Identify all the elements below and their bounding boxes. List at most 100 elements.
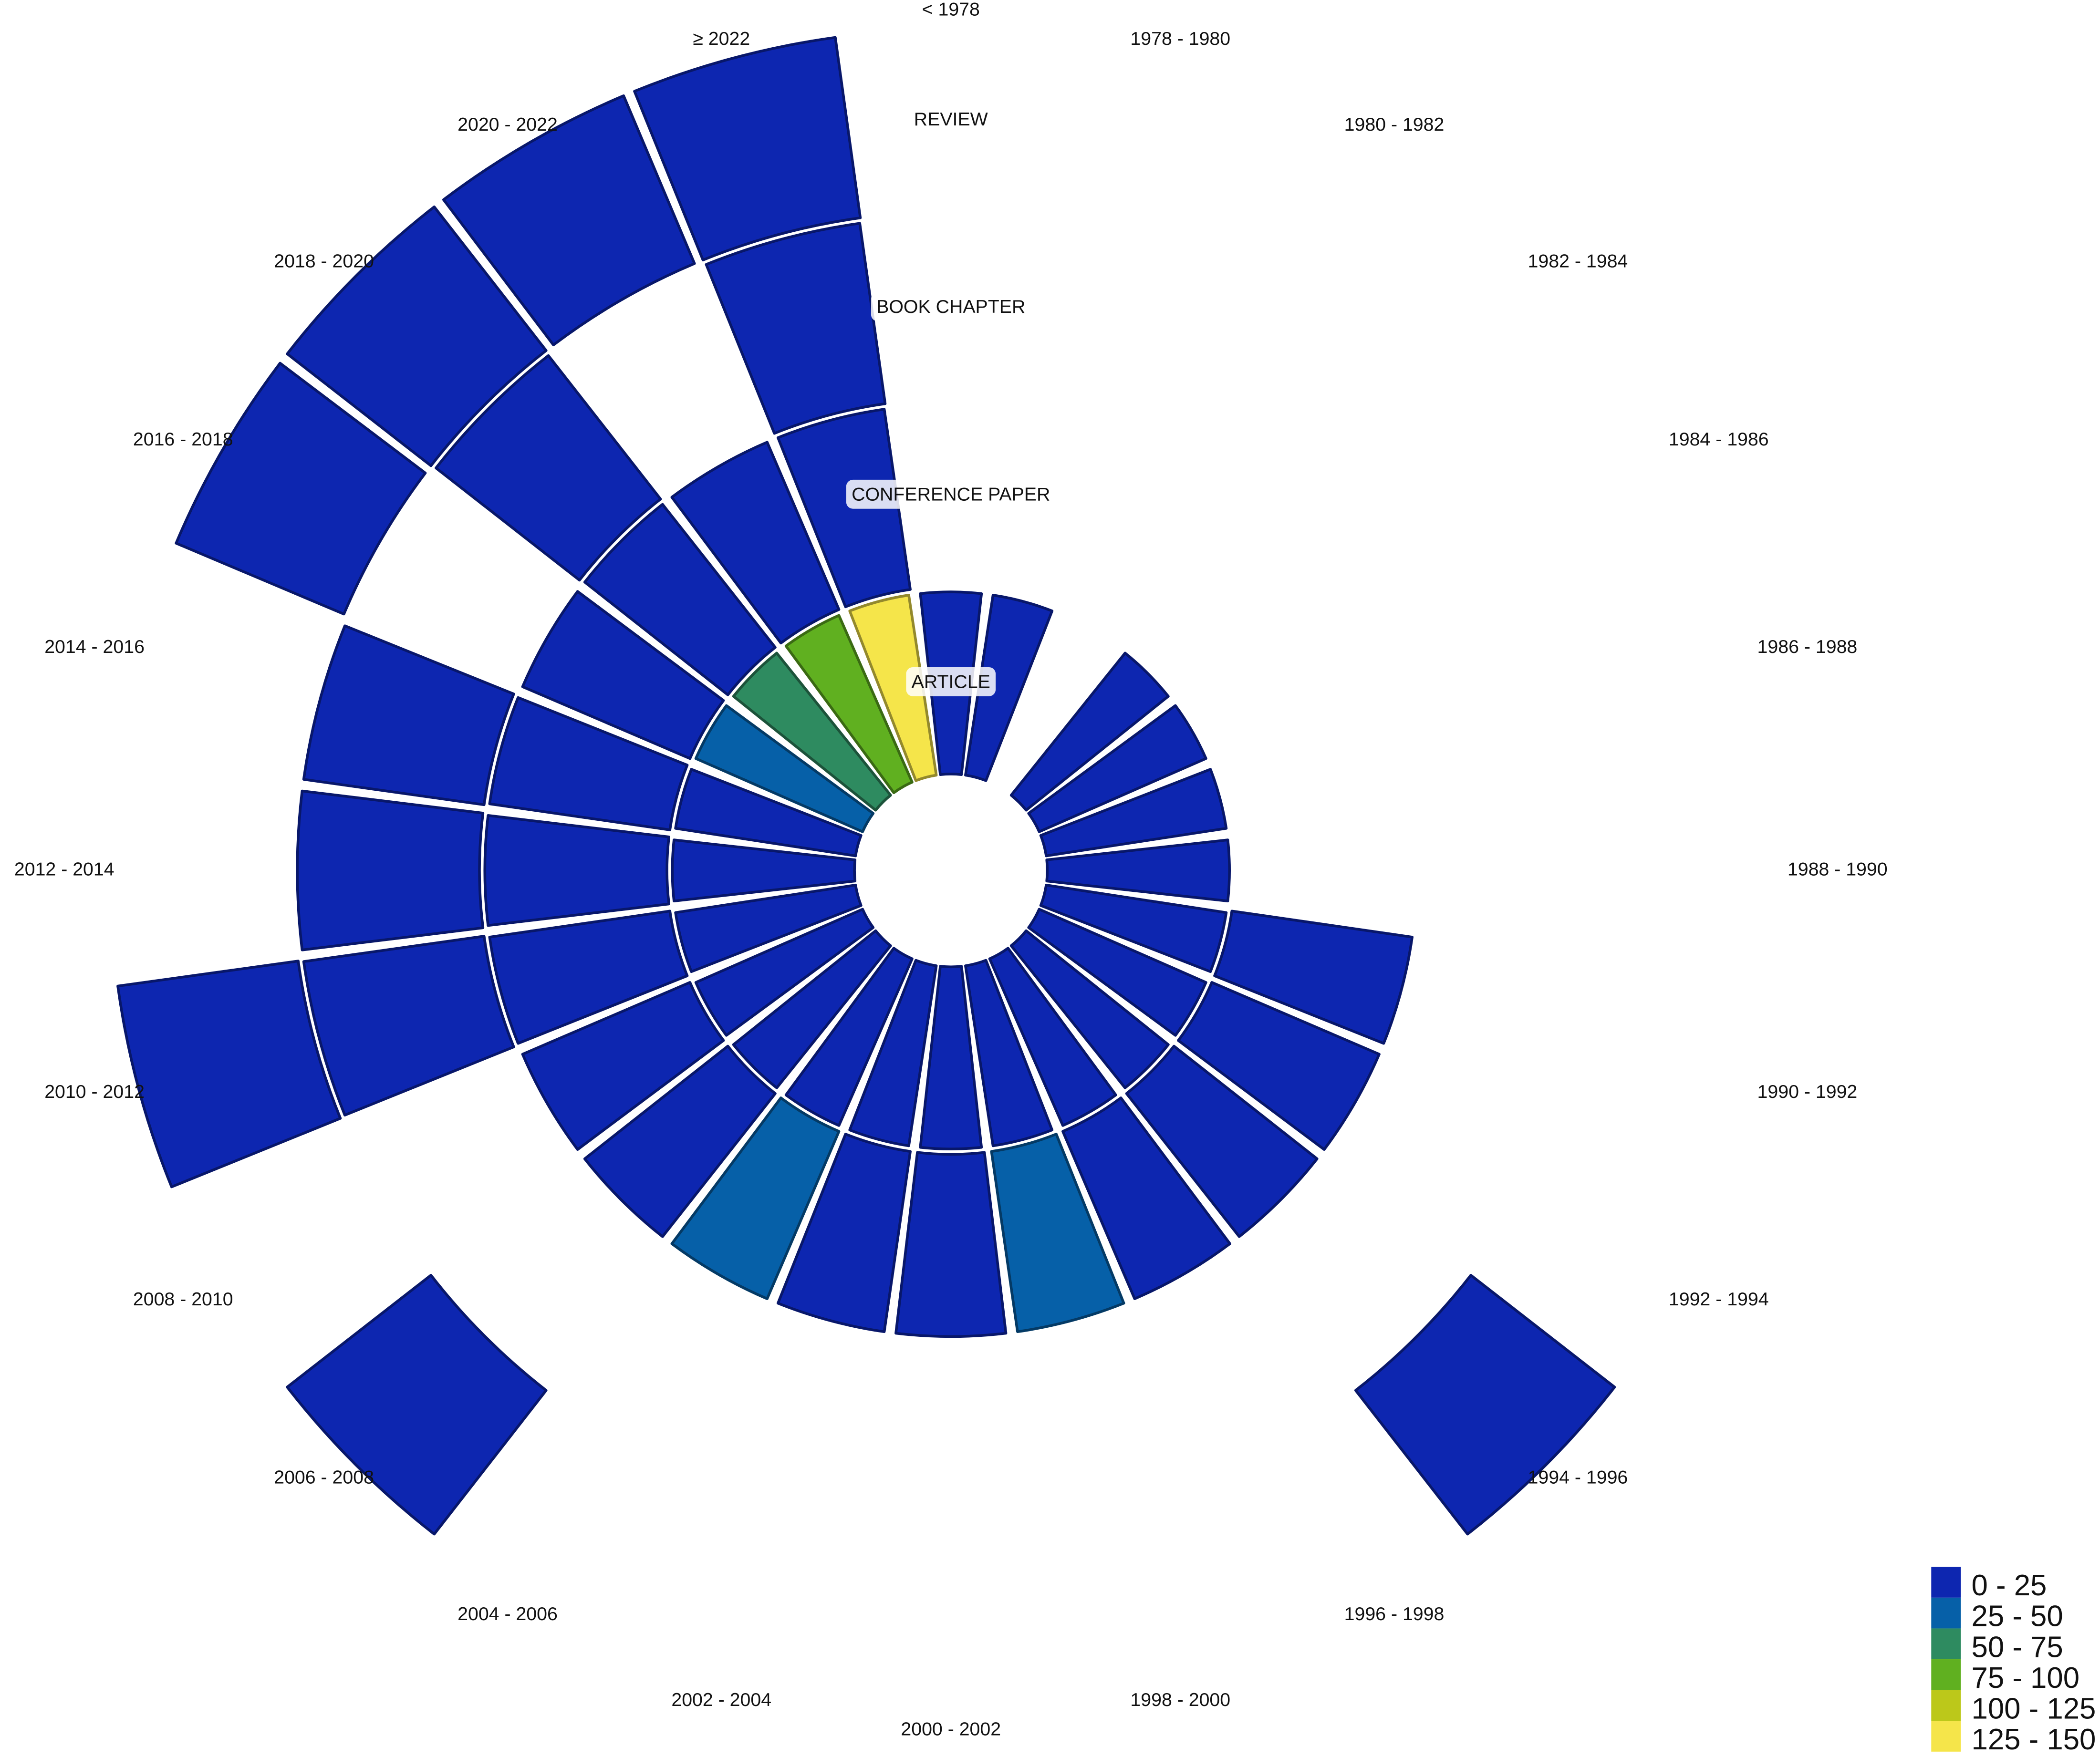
cell: [674, 768, 863, 858]
cell: [488, 910, 689, 1045]
cell: [435, 354, 662, 582]
ring-label-box: [906, 667, 996, 696]
cell: [296, 789, 485, 951]
cell: [116, 960, 342, 1189]
category-label: 2012 - 2014: [14, 859, 114, 880]
cell: [671, 838, 857, 903]
category-label: 1996 - 1998: [1344, 1603, 1445, 1624]
category-label: 2000 - 2002: [901, 1719, 1001, 1740]
category-label: 2008 - 2010: [133, 1289, 233, 1310]
cell: [848, 959, 938, 1147]
legend-label: 100 - 125: [1971, 1692, 2096, 1725]
cell: [694, 908, 875, 1037]
cell: [705, 222, 887, 435]
ring-label: BOOK CHAPTER: [876, 296, 1025, 317]
cell: [583, 1044, 777, 1238]
ring-label: CONFERENCE PAPER: [852, 484, 1050, 505]
cell: [732, 651, 892, 812]
cell: [583, 503, 777, 696]
category-label: 2004 - 2006: [457, 1603, 558, 1624]
category-label: 2018 - 2020: [274, 251, 374, 272]
legend-swatch: [1931, 1597, 1961, 1629]
legend-swatch: [1931, 1659, 1961, 1690]
cell: [483, 814, 671, 927]
category-label: 1980 - 1982: [1344, 114, 1445, 135]
cell: [633, 36, 862, 261]
ring-label: REVIEW: [914, 109, 988, 130]
cell: [919, 965, 983, 1150]
cell: [894, 1151, 1008, 1338]
ring-label: ARTICLE: [912, 671, 990, 692]
cell: [670, 441, 841, 645]
category-label: 2020 - 2022: [457, 114, 558, 135]
cell: [1009, 929, 1170, 1089]
cell: [442, 94, 696, 347]
category-label: 1984 - 1986: [1669, 429, 1769, 450]
cell: [990, 1133, 1125, 1333]
cell: [776, 1133, 912, 1333]
legend-swatch: [1931, 1721, 1961, 1752]
legend-swatch: [1931, 1628, 1961, 1660]
category-label: 1982 - 1984: [1528, 251, 1628, 272]
ring-label-box: [871, 292, 1031, 321]
legend-label: 0 - 25: [1971, 1569, 2047, 1602]
category-label: ≥ 2022: [693, 28, 750, 49]
cell: [1213, 910, 1414, 1045]
ring-label-group: REVIEW: [908, 104, 993, 134]
cell: [302, 935, 515, 1116]
ring-label-box: [846, 479, 1056, 509]
ring-label-group: BOOK CHAPTER: [871, 292, 1031, 321]
ring-label-group: CONFERENCE PAPER: [846, 479, 1056, 509]
category-label: 1998 - 2000: [1130, 1689, 1230, 1710]
cell: [1039, 768, 1228, 858]
legend-swatch: [1931, 1567, 1961, 1598]
cell: [286, 1273, 548, 1536]
cell: [988, 947, 1117, 1127]
cell: [694, 704, 875, 833]
cell: [521, 590, 725, 760]
category-label: 1978 - 1980: [1130, 28, 1230, 49]
legend-label: 125 - 150: [1971, 1723, 2096, 1756]
legend-label: 75 - 100: [1971, 1662, 2079, 1695]
cell: [964, 959, 1054, 1147]
category-label: < 1978: [922, 0, 980, 20]
category-label: 1994 - 1996: [1528, 1467, 1628, 1488]
category-label: 1988 - 1990: [1788, 859, 1888, 880]
cell: [175, 362, 427, 616]
cell: [784, 947, 914, 1127]
legend-label: 50 - 75: [1971, 1631, 2063, 1664]
cell: [1009, 651, 1170, 812]
cell: [1354, 1273, 1616, 1536]
category-label: 2014 - 2016: [44, 636, 145, 657]
cell: [1027, 908, 1207, 1037]
cell: [670, 1096, 841, 1300]
cell: [1061, 1096, 1232, 1300]
cell: [488, 696, 689, 831]
cell: [521, 981, 725, 1151]
cell: [964, 594, 1054, 782]
category-label: 1990 - 1992: [1757, 1081, 1858, 1102]
category-label: 2006 - 2008: [274, 1467, 374, 1488]
cell: [1125, 1044, 1319, 1238]
cell: [1177, 981, 1381, 1151]
category-label: 1986 - 1988: [1757, 636, 1858, 657]
ring-label-box: [908, 104, 993, 134]
category-label: 2002 - 2004: [671, 1689, 771, 1710]
category-label: 2016 - 2018: [133, 429, 233, 450]
legend-swatch: [1931, 1690, 1961, 1721]
cell: [776, 408, 912, 609]
category-label: 1992 - 1994: [1669, 1289, 1769, 1310]
ring-label-group: ARTICLE: [906, 667, 996, 696]
cell: [732, 929, 892, 1089]
legend-label: 25 - 50: [1971, 1600, 2063, 1633]
cell: [302, 624, 515, 806]
cell: [784, 614, 914, 795]
cell: [286, 205, 548, 467]
cell: [848, 594, 938, 782]
cell: [1039, 883, 1228, 973]
cell: [1045, 838, 1231, 903]
cell: [1027, 704, 1207, 833]
category-label: 2010 - 2012: [44, 1081, 145, 1102]
